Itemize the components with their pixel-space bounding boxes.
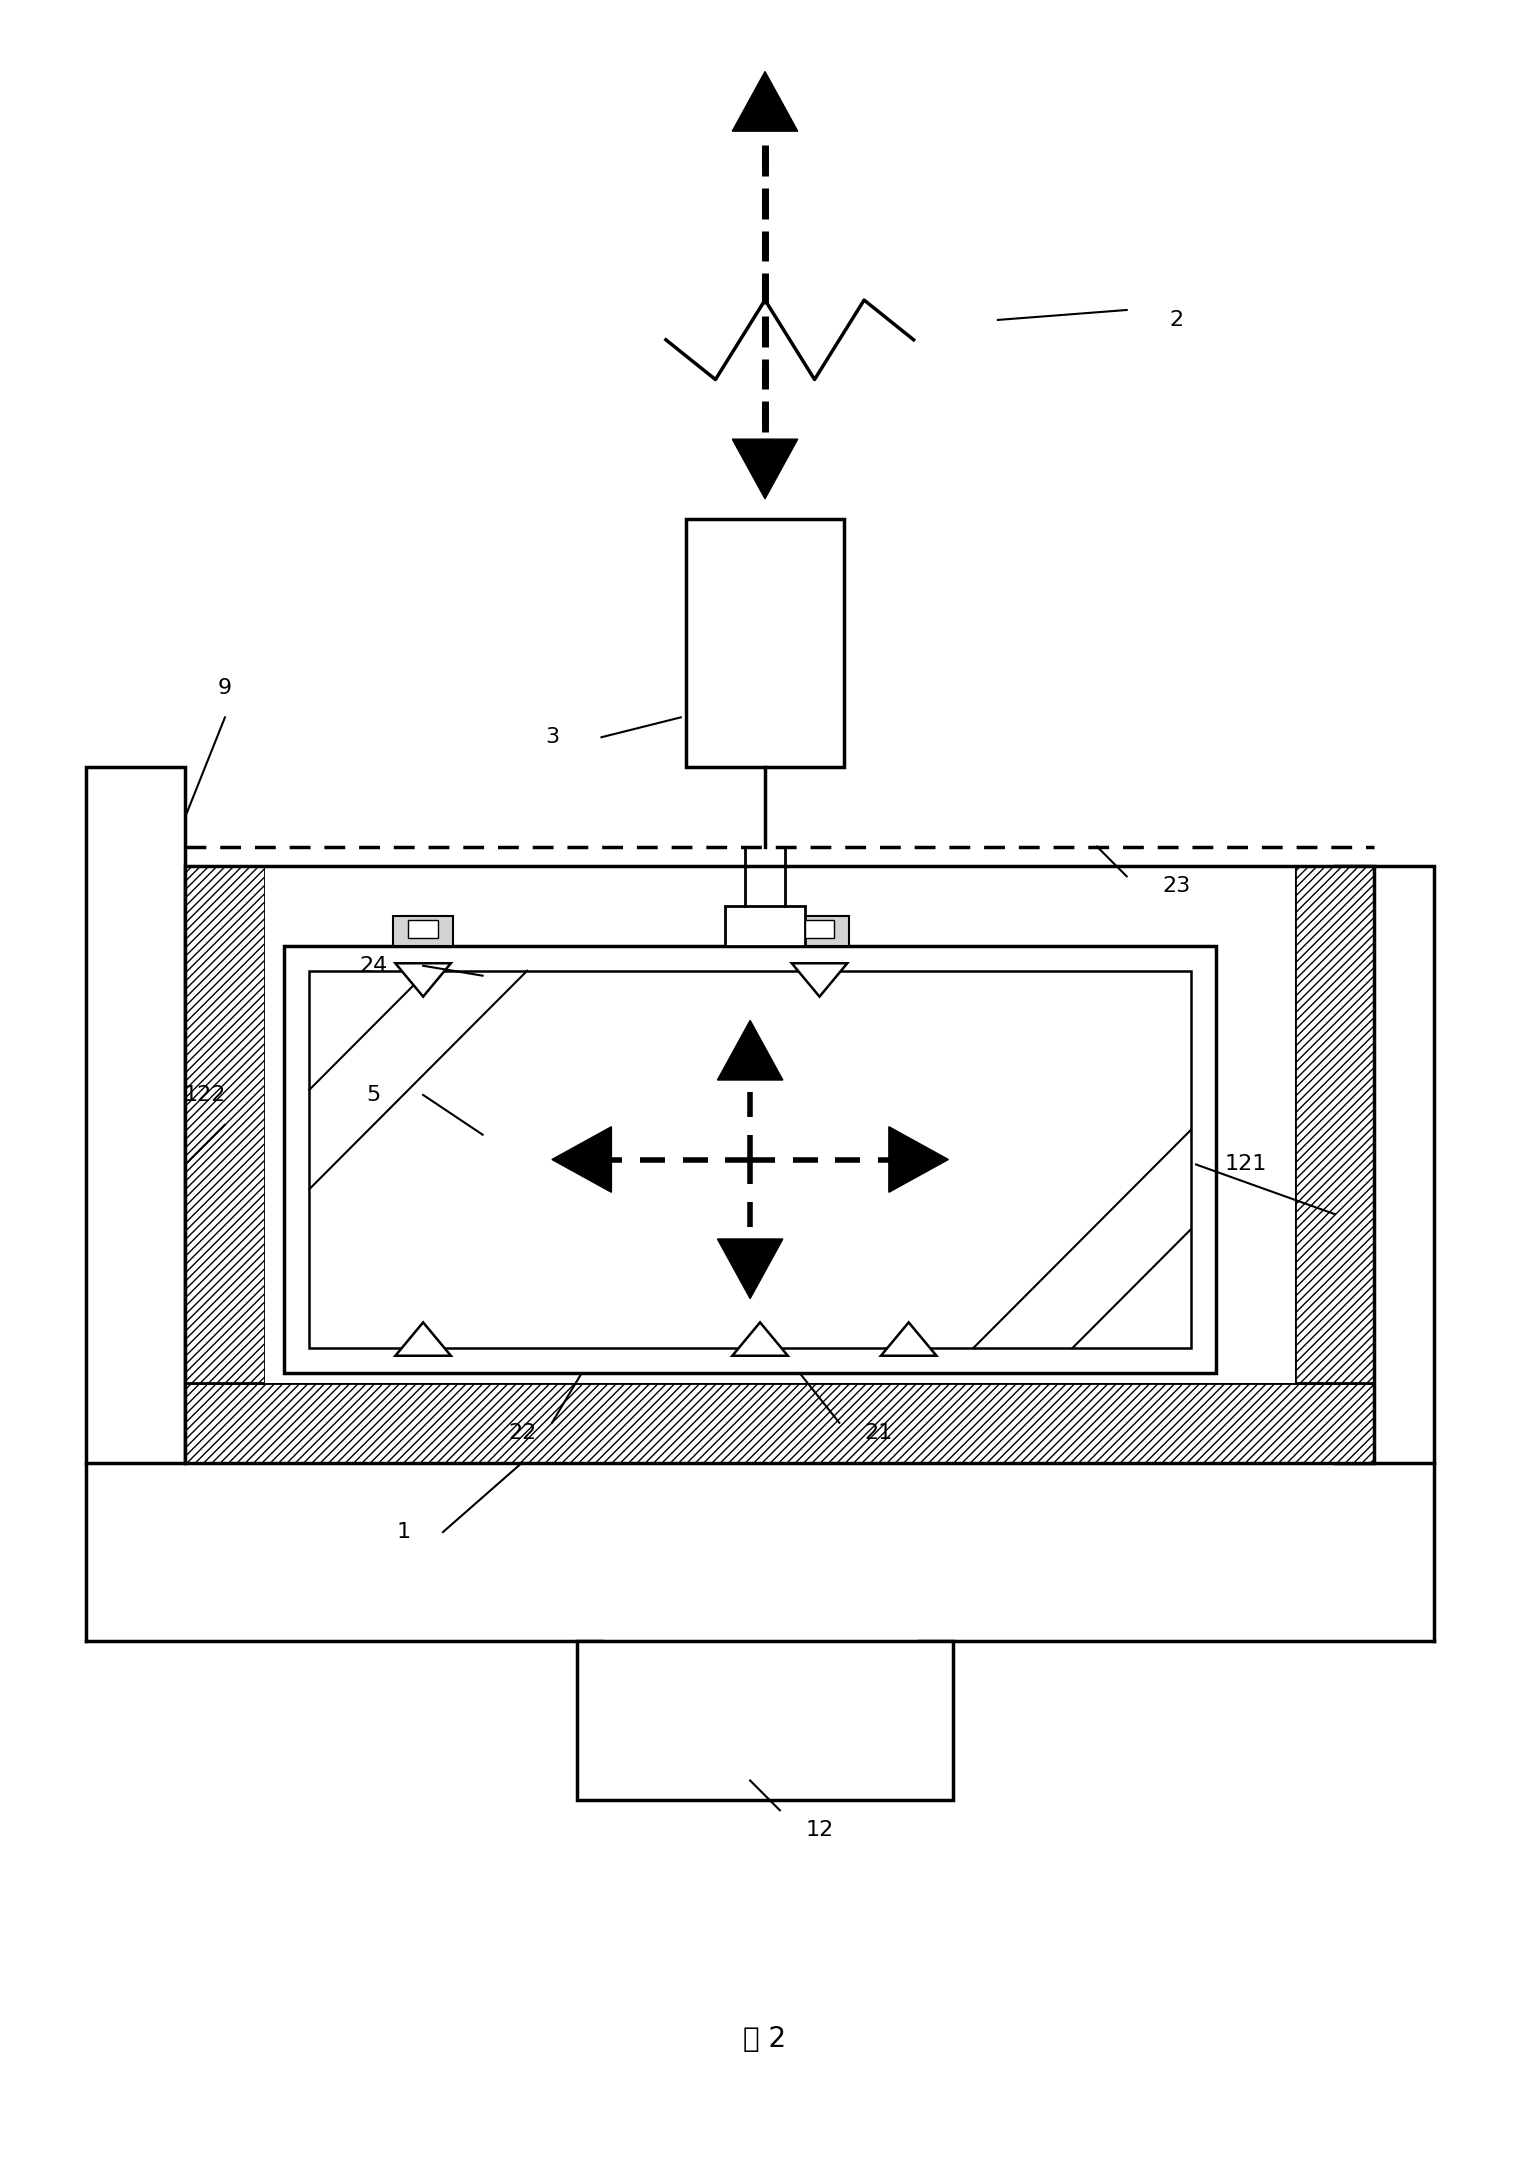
Polygon shape — [553, 1126, 611, 1193]
Text: 5: 5 — [366, 1085, 381, 1104]
Polygon shape — [718, 1238, 782, 1299]
Bar — [790, 916, 850, 946]
Text: 21: 21 — [865, 1422, 893, 1442]
Text: 22: 22 — [508, 1422, 536, 1442]
Text: 图 2: 图 2 — [744, 2024, 787, 2052]
Bar — [577, 1641, 954, 1801]
Polygon shape — [732, 71, 798, 132]
Bar — [409, 920, 438, 937]
Bar — [309, 970, 1191, 1349]
Bar — [185, 1383, 1375, 1464]
Bar — [185, 866, 265, 1383]
Bar — [1335, 866, 1435, 1464]
Bar — [805, 920, 834, 937]
Text: 2: 2 — [1170, 310, 1183, 329]
Bar — [265, 866, 1295, 1383]
Text: 23: 23 — [1162, 877, 1191, 896]
Polygon shape — [718, 1020, 782, 1080]
Polygon shape — [880, 1323, 937, 1355]
Bar — [185, 866, 1375, 1464]
Polygon shape — [395, 963, 452, 996]
Text: 121: 121 — [1225, 1154, 1266, 1173]
Text: 122: 122 — [184, 1085, 227, 1104]
Bar — [393, 916, 453, 946]
Polygon shape — [395, 1323, 452, 1355]
Polygon shape — [732, 1323, 788, 1355]
Bar — [726, 907, 805, 946]
Text: 24: 24 — [360, 955, 387, 976]
Polygon shape — [732, 439, 798, 498]
Text: 12: 12 — [805, 1821, 834, 1840]
Polygon shape — [792, 963, 847, 996]
Bar — [285, 946, 1216, 1373]
Polygon shape — [890, 1126, 948, 1193]
Text: 1: 1 — [397, 1522, 410, 1541]
Bar — [686, 520, 844, 766]
Bar — [86, 766, 185, 1464]
Bar — [1295, 866, 1375, 1383]
Text: 3: 3 — [545, 727, 559, 747]
Text: 9: 9 — [217, 678, 233, 697]
